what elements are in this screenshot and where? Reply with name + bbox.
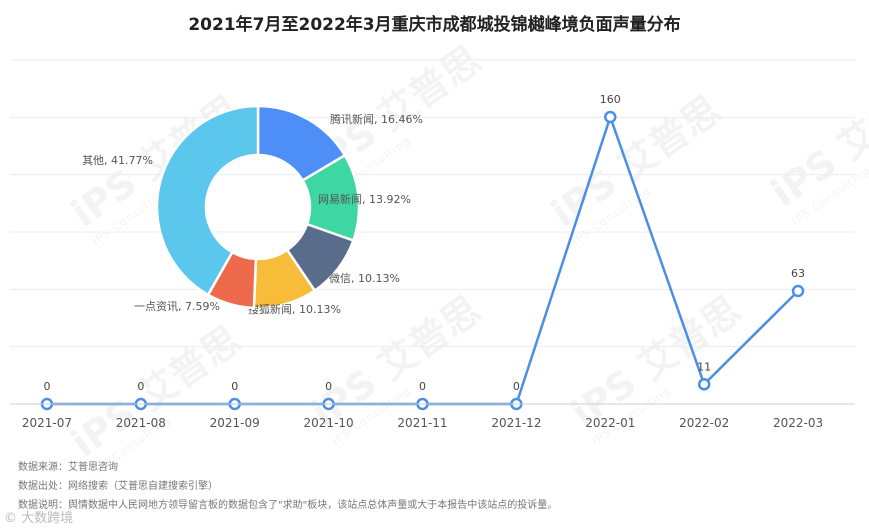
data-label: 0	[43, 380, 50, 393]
x-tick-label: 2022-02	[679, 416, 729, 430]
pie-slice-label: 腾讯新闻, 16.46%	[330, 112, 423, 126]
pie-slice-label: 微信, 10.13%	[329, 271, 400, 285]
x-tick-label: 2021-12	[491, 416, 541, 430]
data-label: 0	[513, 380, 520, 393]
pie-slice-label: 一点资讯, 7.59%	[134, 300, 220, 313]
notes: 数据来源：艾普思咨询 数据出处：网络搜索（艾普思自建搜索引擎） 数据说明：舆情数…	[18, 458, 557, 515]
data-label: 0	[231, 380, 238, 393]
pie-slice-label: 网易新闻, 13.92%	[318, 192, 411, 206]
x-tick-label: 2021-09	[210, 416, 260, 430]
donut-chart: 腾讯新闻, 16.46% 网易新闻, 13.92% 微信, 10.13% 搜狐新闻, …	[82, 104, 423, 316]
x-tick-label: 2022-01	[585, 416, 635, 430]
data-label: 11	[697, 360, 711, 373]
pie-slice-label: 搜狐新闻, 10.13%	[248, 302, 341, 316]
note-explanation: 数据说明：舆情数据中人民网地方领导留言板的数据包含了"求助"板块，该站点总体声量…	[18, 500, 558, 511]
data-point	[604, 110, 617, 124]
grid-lines	[10, 59, 855, 405]
brand-logo: © 大数跨境	[4, 511, 74, 526]
pie-slice-label: 其他, 41.77%	[82, 154, 153, 167]
pie-slice	[155, 104, 260, 297]
data-label: 0	[419, 380, 426, 393]
note-source: 数据来源：艾普思咨询	[18, 462, 118, 473]
x-tick-label: 2021-07	[22, 416, 72, 430]
data-label: 160	[600, 93, 621, 106]
series-line	[46, 113, 799, 406]
x-tick-label: 2021-10	[304, 416, 354, 430]
data-label: 0	[325, 380, 332, 393]
chart-title: 2021年7月至2022年3月重庆市成都城投锦樾峰境负面声量分布	[188, 15, 681, 35]
data-label: 63	[791, 267, 805, 280]
data-point	[791, 284, 805, 298]
x-axis: 2021-07 2021-08 2021-09 2021-10 2021-11 2021-…	[10, 403, 855, 430]
data-point	[697, 378, 711, 391]
line-series: 0 0 0 0 0 0 160 11 63	[40, 93, 805, 411]
x-tick-label: 2021-08	[116, 416, 166, 430]
data-label: 0	[137, 380, 144, 393]
x-tick-label: 2022-03	[773, 416, 823, 430]
x-tick-label: 2021-11	[397, 416, 447, 430]
note-origin: 数据出处：网络搜索（艾普思自建搜索引擎）	[18, 481, 218, 492]
